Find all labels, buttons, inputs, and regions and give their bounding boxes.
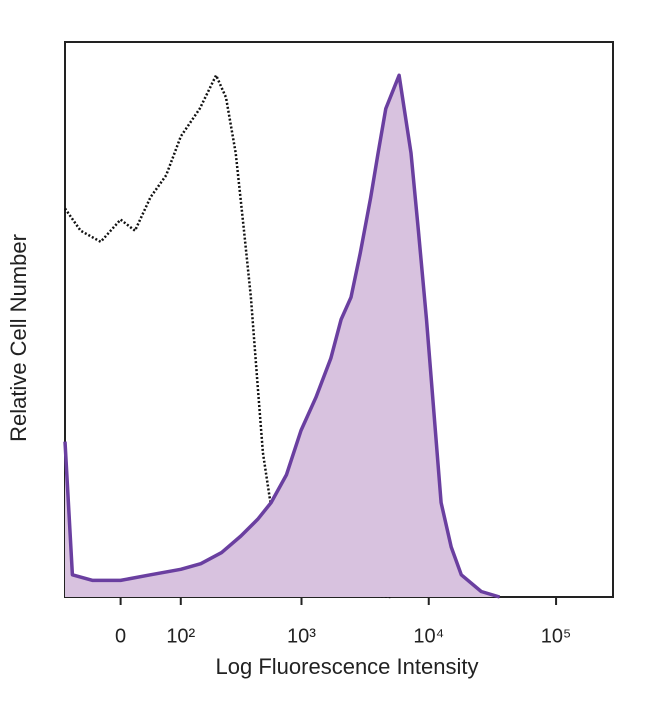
x-tick-label: 0 [115, 625, 126, 647]
marks [63, 73, 501, 599]
x-tick-label: 10⁵ [541, 625, 572, 647]
x-tick-label: 10² [166, 625, 195, 647]
x-tick-label: 10⁴ [413, 625, 444, 647]
histogram-area [65, 75, 500, 598]
y-axis-title: Relative Cell Number [6, 234, 31, 442]
x-axis-title: Log Fluorescence Intensity [216, 654, 479, 679]
histogram-line [63, 73, 501, 599]
x-tick-label: 10³ [287, 625, 316, 647]
